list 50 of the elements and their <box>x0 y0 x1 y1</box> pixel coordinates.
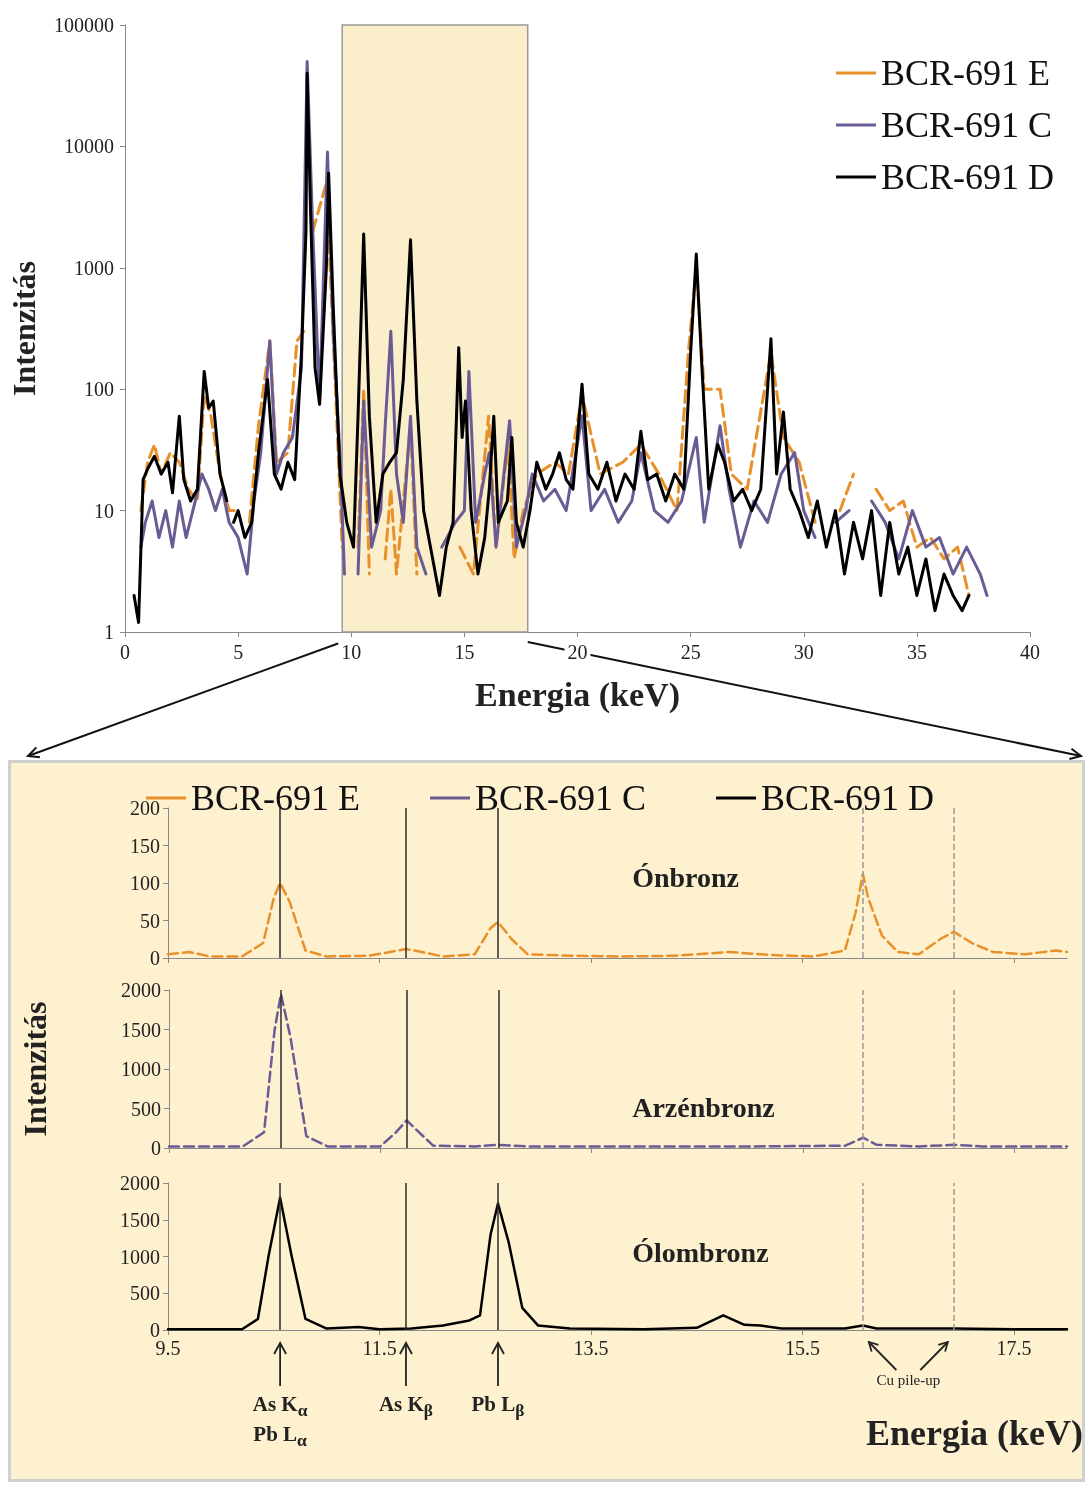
y-tick-label: 500 <box>131 1097 161 1120</box>
y-tick-label: 150 <box>130 834 160 857</box>
y-tick-label: 100 <box>84 378 114 401</box>
x-axis-title: Energia (keV) <box>866 1412 1083 1454</box>
x-tick-label: 17.5 <box>996 1337 1032 1359</box>
x-tick-label: 35 <box>906 641 927 663</box>
y-tick-label: 2000 <box>121 979 161 1001</box>
y-tick-label: 1 <box>104 621 114 643</box>
y-axis-title: Intenzitás <box>17 1001 53 1137</box>
y-tick-label: 1000 <box>74 256 114 279</box>
y-tick-label: 100 <box>130 872 160 894</box>
legend-label: BCR-691 D <box>880 157 1055 197</box>
annotation: Arzénbronz <box>632 1091 775 1123</box>
y-tick-label: 1500 <box>121 1018 161 1041</box>
x-tick-label: 5 <box>233 641 244 663</box>
text: BCR-691 D <box>761 778 935 818</box>
annotation: Ónbronz <box>632 861 740 893</box>
y-tick-label: 0 <box>150 947 160 969</box>
y-tick-label: 2000 <box>120 1172 160 1194</box>
y-tick-label: 200 <box>130 797 160 819</box>
x-tick-label: 15 <box>454 641 475 663</box>
text: Cu pile-up <box>876 1372 941 1389</box>
x-tick-label: 20 <box>567 641 588 663</box>
legend-label: BCR-691 C <box>880 105 1053 145</box>
y-tick-label: 100000 <box>54 14 114 36</box>
y-tick-label: 500 <box>130 1282 160 1305</box>
x-axis-title: Energia (keV) <box>475 675 680 714</box>
text: Pb L$_{α}$ <box>253 1422 307 1452</box>
y-tick-label: 50 <box>140 909 160 932</box>
x-tick-label: 11.5 <box>362 1337 397 1359</box>
legend-label: BCR-691 E <box>191 778 361 818</box>
y-tick-label: 10000 <box>64 135 114 158</box>
y-tick-label: 1500 <box>120 1208 160 1231</box>
text: As K$_{β}$ <box>378 1392 434 1422</box>
legend-label: BCR-691 E <box>880 53 1050 93</box>
x-tick-label: 30 <box>793 641 814 663</box>
text: BCR-691 C <box>475 778 647 818</box>
x-tick-label: 10 <box>341 641 362 663</box>
text: As K$_{α}$ <box>252 1392 308 1422</box>
y-tick-label: 1000 <box>121 1058 161 1080</box>
y-tick-label: 0 <box>151 1137 161 1159</box>
y-tick-label: 10 <box>94 499 114 522</box>
x-tick-label: 13.5 <box>573 1337 609 1359</box>
x-tick-label: 15.5 <box>785 1337 821 1359</box>
annotation: Ólombronz <box>632 1236 769 1268</box>
x-tick-label: 25 <box>680 641 701 663</box>
x-tick-label: 40 <box>1020 641 1040 663</box>
y-tick-label: 1000 <box>120 1245 160 1268</box>
text: Pb L$_{β}$ <box>471 1392 525 1422</box>
y-axis-title: Intenzitás <box>6 260 43 397</box>
